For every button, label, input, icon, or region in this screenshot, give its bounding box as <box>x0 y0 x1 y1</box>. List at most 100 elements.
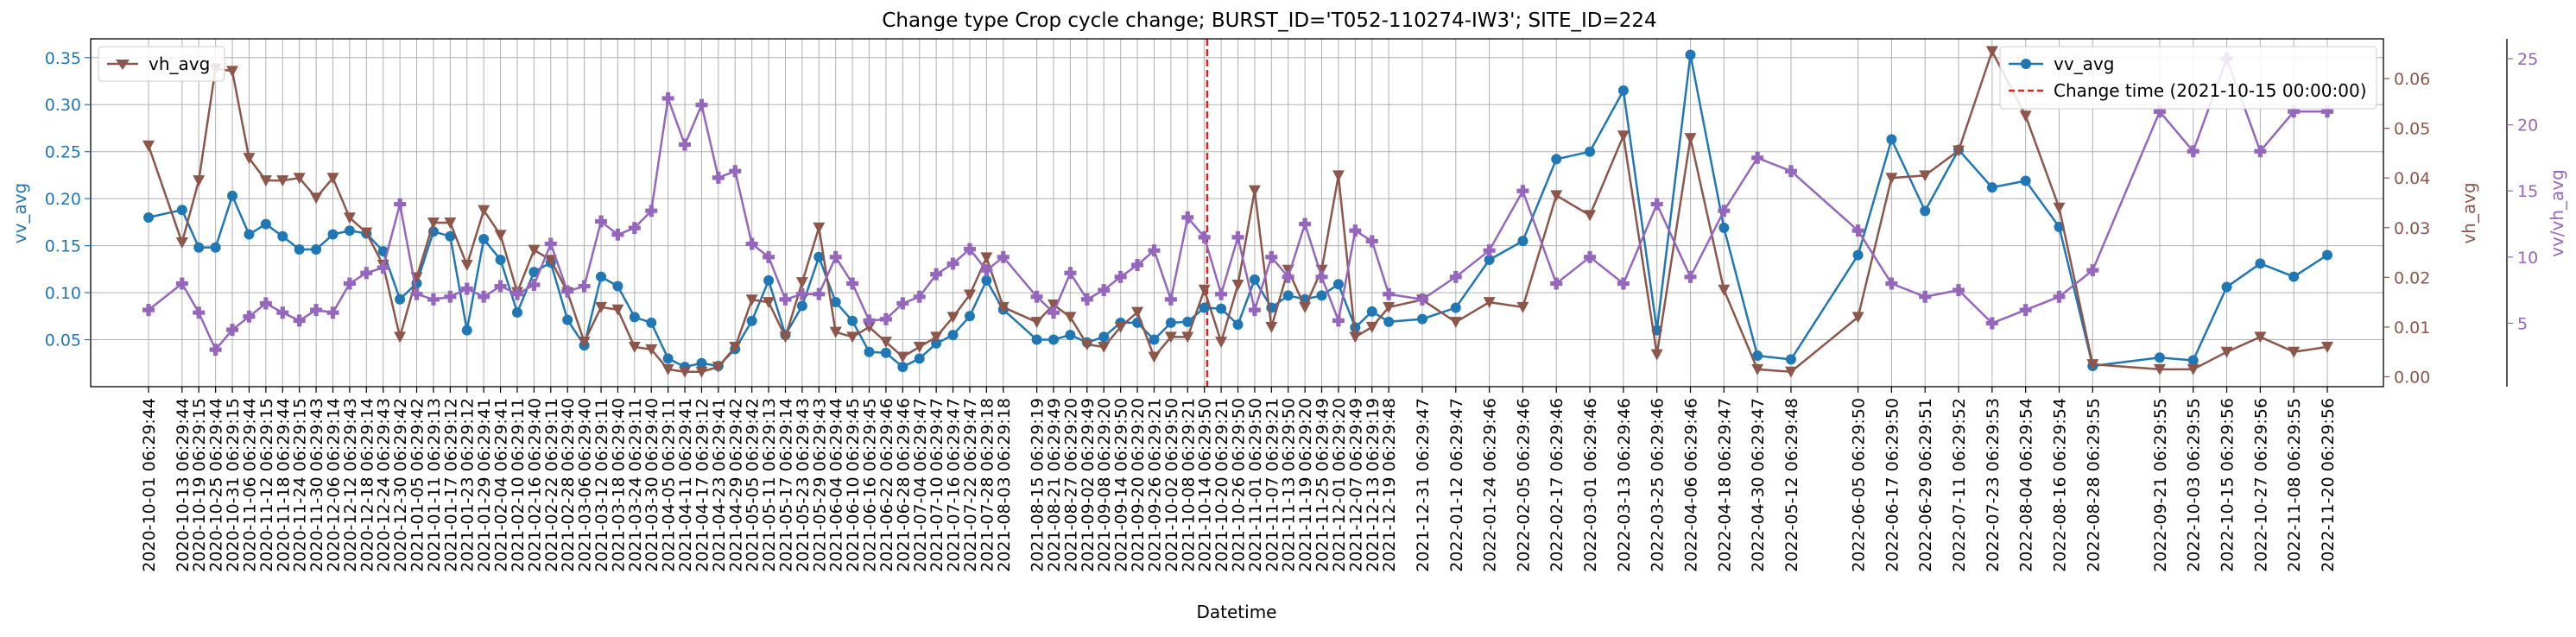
data-point <box>2288 346 2301 358</box>
data-point <box>661 363 674 375</box>
data-point <box>745 237 758 250</box>
x-axis-label: Datetime <box>1197 602 1277 622</box>
data-point <box>1383 301 1396 313</box>
data-point <box>478 233 490 244</box>
right-axis-2-label: vv/vh_avg <box>2547 169 2567 257</box>
data-point <box>175 277 188 290</box>
data-point <box>1415 293 1428 306</box>
x-tick-label: 2020-10-19 06:29:15 <box>190 398 209 572</box>
data-point <box>1199 302 1210 313</box>
data-point <box>444 290 457 303</box>
data-point <box>595 215 608 228</box>
data-point <box>427 218 440 230</box>
data-point <box>1148 244 1161 257</box>
data-point <box>1752 350 1763 362</box>
data-point <box>176 205 187 216</box>
data-point <box>847 315 858 326</box>
data-point <box>2187 355 2199 366</box>
legend-right-frame <box>1999 46 2377 110</box>
x-tick-label: 2020-10-25 06:29:44 <box>207 398 226 572</box>
data-point <box>1349 331 1362 344</box>
data-point <box>2086 359 2099 371</box>
x-tick-label: 2021-05-23 06:29:43 <box>794 398 813 572</box>
data-point <box>2221 281 2232 293</box>
data-point <box>1684 133 1697 145</box>
x-tick-label: 2022-04-30 06:29:47 <box>1749 398 1768 572</box>
x-tick-label: 2022-09-21 06:29:55 <box>2151 398 2170 572</box>
data-point <box>1617 277 1630 290</box>
data-point <box>829 250 842 263</box>
x-tick-label: 2022-05-12 06:29:48 <box>1782 398 1801 572</box>
x-tick-label: 2022-11-08 06:29:55 <box>2285 398 2304 572</box>
data-point <box>1886 134 1897 145</box>
data-point <box>394 198 407 211</box>
x-tick-label: 2022-08-04 06:29:54 <box>2017 398 2036 572</box>
data-point <box>259 175 272 187</box>
x-tick-label: 2021-03-12 06:29:11 <box>592 398 611 572</box>
x-tick-label: 2020-12-30 06:29:42 <box>391 398 410 572</box>
x-tick-label: 2021-02-28 06:29:40 <box>559 398 578 572</box>
data-point <box>981 274 992 286</box>
x-tick-label: 2022-07-11 06:29:52 <box>1950 398 1969 572</box>
data-point <box>1416 313 1427 325</box>
data-point <box>244 229 255 240</box>
data-point <box>461 325 472 336</box>
x-tick-label: 2021-05-11 06:29:13 <box>760 398 779 572</box>
data-point <box>360 227 373 239</box>
x-tick-label: 2021-02-16 06:29:40 <box>525 398 544 572</box>
x-tick-label: 2021-11-07 06:29:21 <box>1263 398 1282 572</box>
data-point <box>578 280 591 293</box>
data-point <box>1299 301 1312 313</box>
data-point <box>1550 277 1563 290</box>
data-point <box>143 211 154 223</box>
legend-vh-label: vh_avg <box>149 54 210 74</box>
data-point <box>1248 304 1261 317</box>
data-point <box>796 300 807 312</box>
data-point <box>377 262 389 274</box>
x-tick-label: 2022-08-28 06:29:55 <box>2084 398 2103 572</box>
data-point <box>1851 312 1864 324</box>
x-tick-label: 2021-12-01 06:29:20 <box>1330 398 1349 572</box>
data-point <box>1985 317 1998 330</box>
data-point <box>695 98 708 111</box>
x-tick-label: 2021-01-29 06:29:41 <box>475 398 494 572</box>
data-point <box>611 228 624 241</box>
data-point <box>528 267 540 278</box>
data-point <box>276 306 289 319</box>
x-tick-label: 2021-06-16 06:29:45 <box>861 398 880 572</box>
x-tick-label: 2021-07-28 06:29:18 <box>978 398 997 572</box>
data-point <box>1232 319 1244 331</box>
data-point <box>326 173 339 185</box>
data-point <box>612 281 623 292</box>
data-point <box>1080 339 1093 351</box>
x-tick-label: 2021-06-22 06:29:46 <box>877 398 896 572</box>
data-point <box>763 297 775 309</box>
x-tick-label: 2021-09-20 06:29:20 <box>1129 398 1148 572</box>
data-point <box>1149 334 1160 345</box>
data-point <box>444 218 457 230</box>
data-point <box>1685 49 1696 60</box>
data-point <box>344 225 355 237</box>
data-point <box>830 296 841 307</box>
chart-title: Change type Crop cycle change; BURST_ID=… <box>882 9 1656 32</box>
data-point <box>2019 110 2032 123</box>
data-point <box>645 344 658 356</box>
legend-vh-marker <box>116 60 130 70</box>
x-tick-label: 2021-06-10 06:29:45 <box>844 398 863 572</box>
data-point <box>846 331 859 344</box>
data-point <box>779 331 792 344</box>
x-tick-label: 2021-12-19 06:29:48 <box>1380 398 1399 572</box>
right-axis-tick-label: 0.03 <box>2394 219 2430 238</box>
data-point <box>293 173 306 185</box>
data-point <box>1198 284 1211 296</box>
data-point <box>2019 304 2032 317</box>
x-tick-label: 2022-02-05 06:29:46 <box>1514 398 1533 572</box>
x-tick-label: 2022-03-13 06:29:46 <box>1615 398 1634 572</box>
data-point <box>880 347 891 358</box>
x-tick-label: 2022-06-17 06:29:50 <box>1883 398 1902 572</box>
data-point <box>360 267 373 280</box>
data-point <box>2154 352 2165 363</box>
data-point <box>2187 145 2199 158</box>
